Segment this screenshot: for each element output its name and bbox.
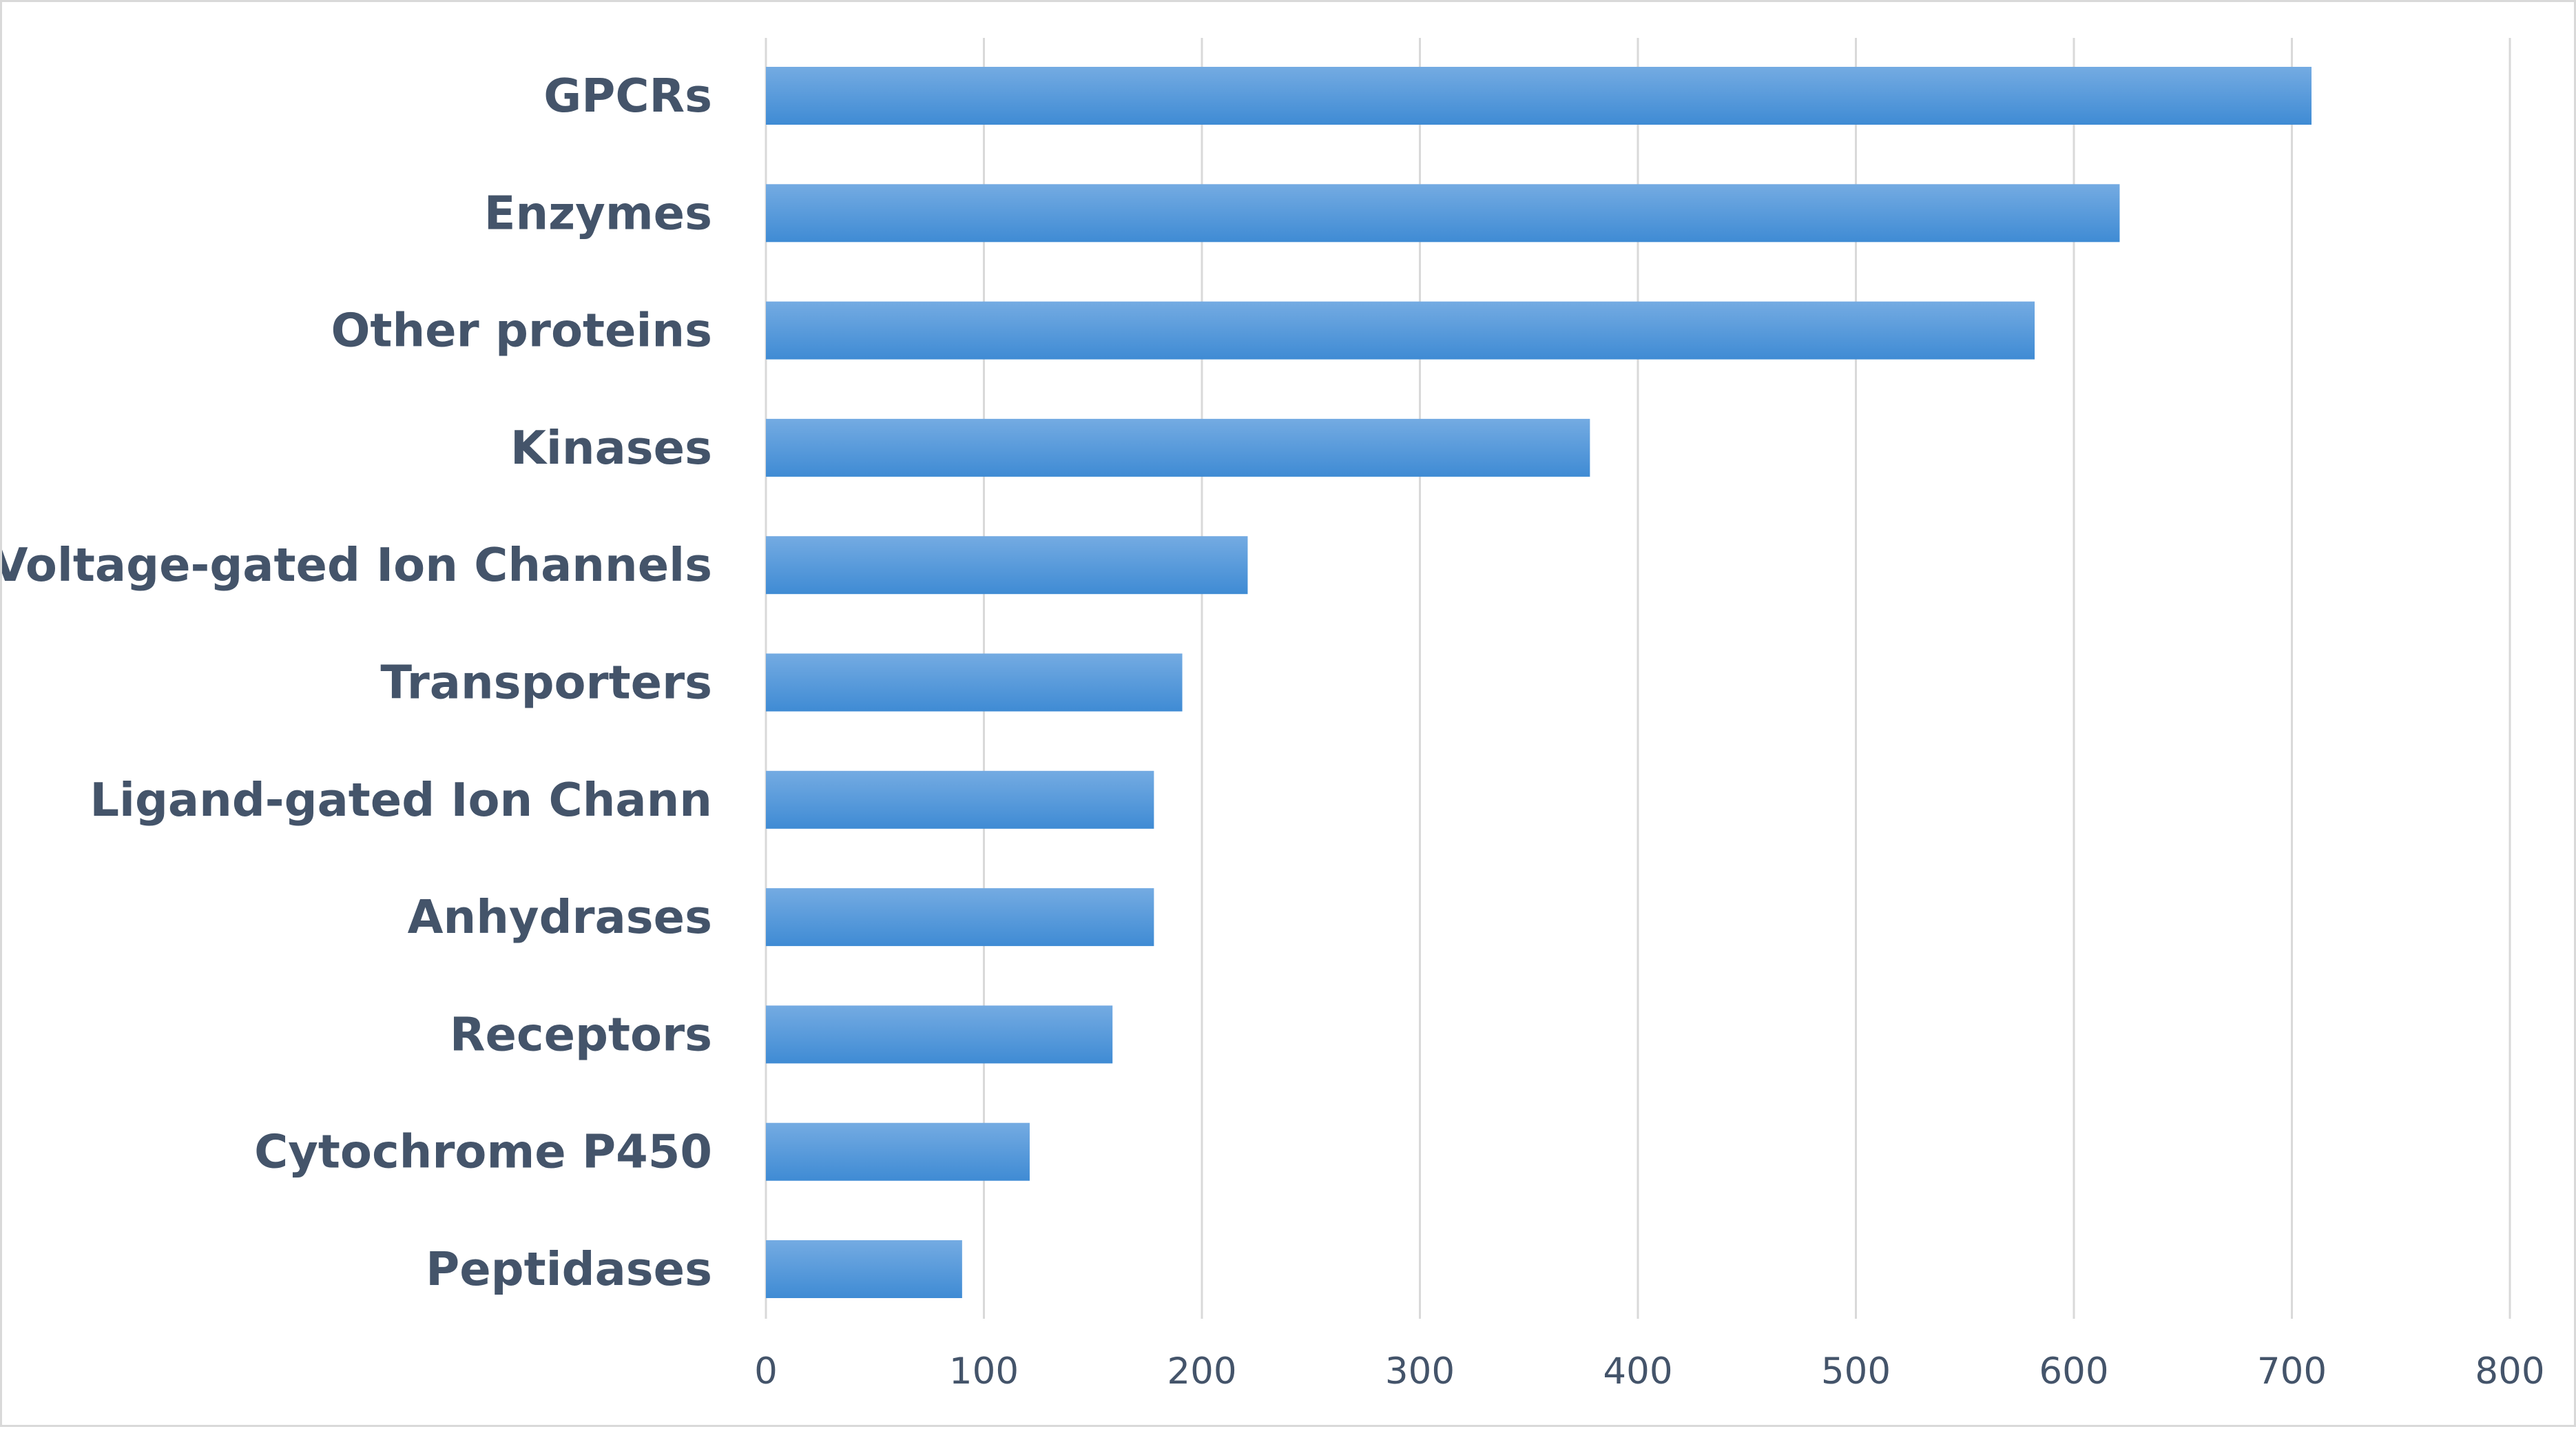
x-tick-label: 800 [2475, 1350, 2544, 1392]
x-tick-label: 300 [1385, 1350, 1455, 1392]
bar [766, 888, 1154, 947]
x-tick-label: 0 [754, 1350, 778, 1392]
x-tick-label: 700 [2257, 1350, 2327, 1392]
x-tick-label: 600 [2039, 1350, 2108, 1392]
bar [766, 184, 2120, 243]
bar [766, 653, 1183, 712]
category-label: Ligand-gated Ion Chann [90, 773, 712, 827]
x-tick-label: 100 [949, 1350, 1019, 1392]
bar [766, 1240, 962, 1298]
category-label: Transporters [380, 656, 712, 710]
x-tick-labels: 0 100 200 300 400 500 600 700 800 [754, 1350, 2544, 1392]
bar [766, 1122, 1030, 1181]
category-label: Kinases [510, 421, 712, 475]
bar [766, 418, 1590, 477]
category-label: Enzymes [484, 186, 712, 240]
bar [766, 536, 1248, 595]
bar [766, 1005, 1113, 1064]
category-label: GPCRs [543, 69, 712, 123]
category-label: Voltage-gated Ion Channels [2, 538, 712, 592]
category-label: Receptors [450, 1007, 712, 1061]
x-tick-label: 400 [1603, 1350, 1672, 1392]
bar [766, 770, 1154, 829]
bars [766, 67, 2312, 1298]
x-tick-label: 200 [1167, 1350, 1236, 1392]
category-label: Cytochrome P450 [254, 1125, 712, 1179]
bar [766, 67, 2312, 125]
category-label: Other proteins [331, 304, 712, 358]
x-tick-label: 500 [1821, 1350, 1891, 1392]
gridlines [765, 38, 2511, 1319]
bar [766, 301, 2035, 360]
category-labels: GPCRs Enzymes Other proteins Kinases Voltage… [2, 69, 712, 1296]
category-label: Anhydrases [408, 890, 712, 944]
category-label: Peptidases [426, 1242, 712, 1296]
